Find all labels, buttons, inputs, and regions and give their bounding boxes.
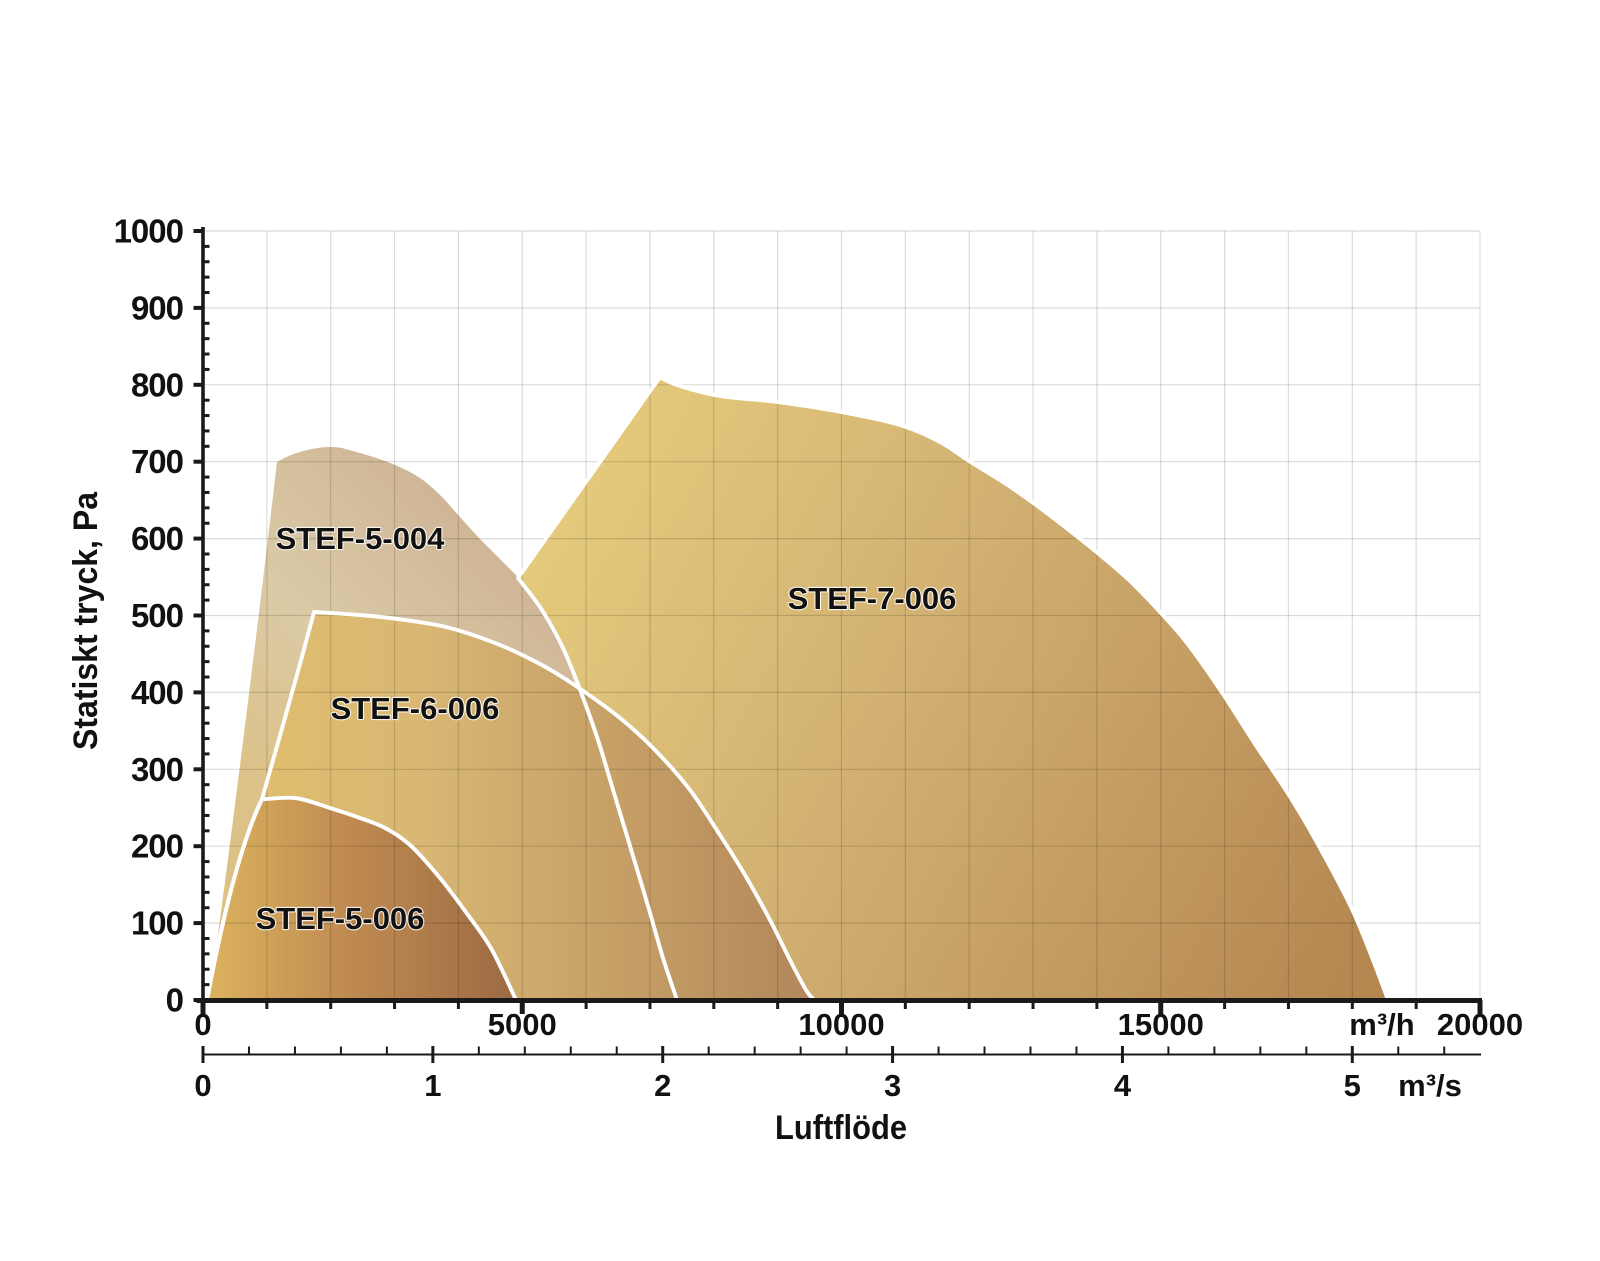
svg-text:1: 1 <box>424 1068 441 1103</box>
svg-text:3: 3 <box>884 1068 901 1103</box>
svg-text:10000: 10000 <box>798 1007 884 1042</box>
svg-text:STEF-5-004: STEF-5-004 <box>276 521 446 556</box>
svg-text:0: 0 <box>194 1068 211 1103</box>
svg-text:1000: 1000 <box>114 213 183 250</box>
svg-text:0: 0 <box>194 1007 211 1042</box>
svg-text:600: 600 <box>131 520 183 557</box>
svg-text:Statiskt tryck, Pa: Statiskt tryck, Pa <box>67 491 105 750</box>
svg-text:300: 300 <box>131 751 183 788</box>
svg-text:200: 200 <box>131 828 183 865</box>
svg-text:500: 500 <box>131 597 183 634</box>
svg-text:m³/s: m³/s <box>1398 1068 1462 1103</box>
svg-text:m³/h: m³/h <box>1349 1007 1414 1042</box>
svg-text:400: 400 <box>131 674 183 711</box>
svg-text:Luftflöde: Luftflöde <box>775 1109 907 1147</box>
svg-text:STEF-7-006: STEF-7-006 <box>788 581 957 616</box>
svg-text:2: 2 <box>654 1068 671 1103</box>
svg-text:800: 800 <box>131 366 183 403</box>
svg-text:0: 0 <box>166 982 183 1019</box>
svg-text:5: 5 <box>1344 1068 1361 1103</box>
svg-text:100: 100 <box>131 905 183 942</box>
svg-text:20000: 20000 <box>1437 1007 1523 1042</box>
svg-text:4: 4 <box>1114 1068 1132 1103</box>
svg-text:STEF-6-006: STEF-6-006 <box>331 691 500 726</box>
svg-text:15000: 15000 <box>1118 1007 1204 1042</box>
svg-text:5000: 5000 <box>488 1007 557 1042</box>
svg-text:700: 700 <box>131 443 183 480</box>
svg-text:STEF-5-006: STEF-5-006 <box>256 901 425 936</box>
svg-text:900: 900 <box>131 289 183 326</box>
